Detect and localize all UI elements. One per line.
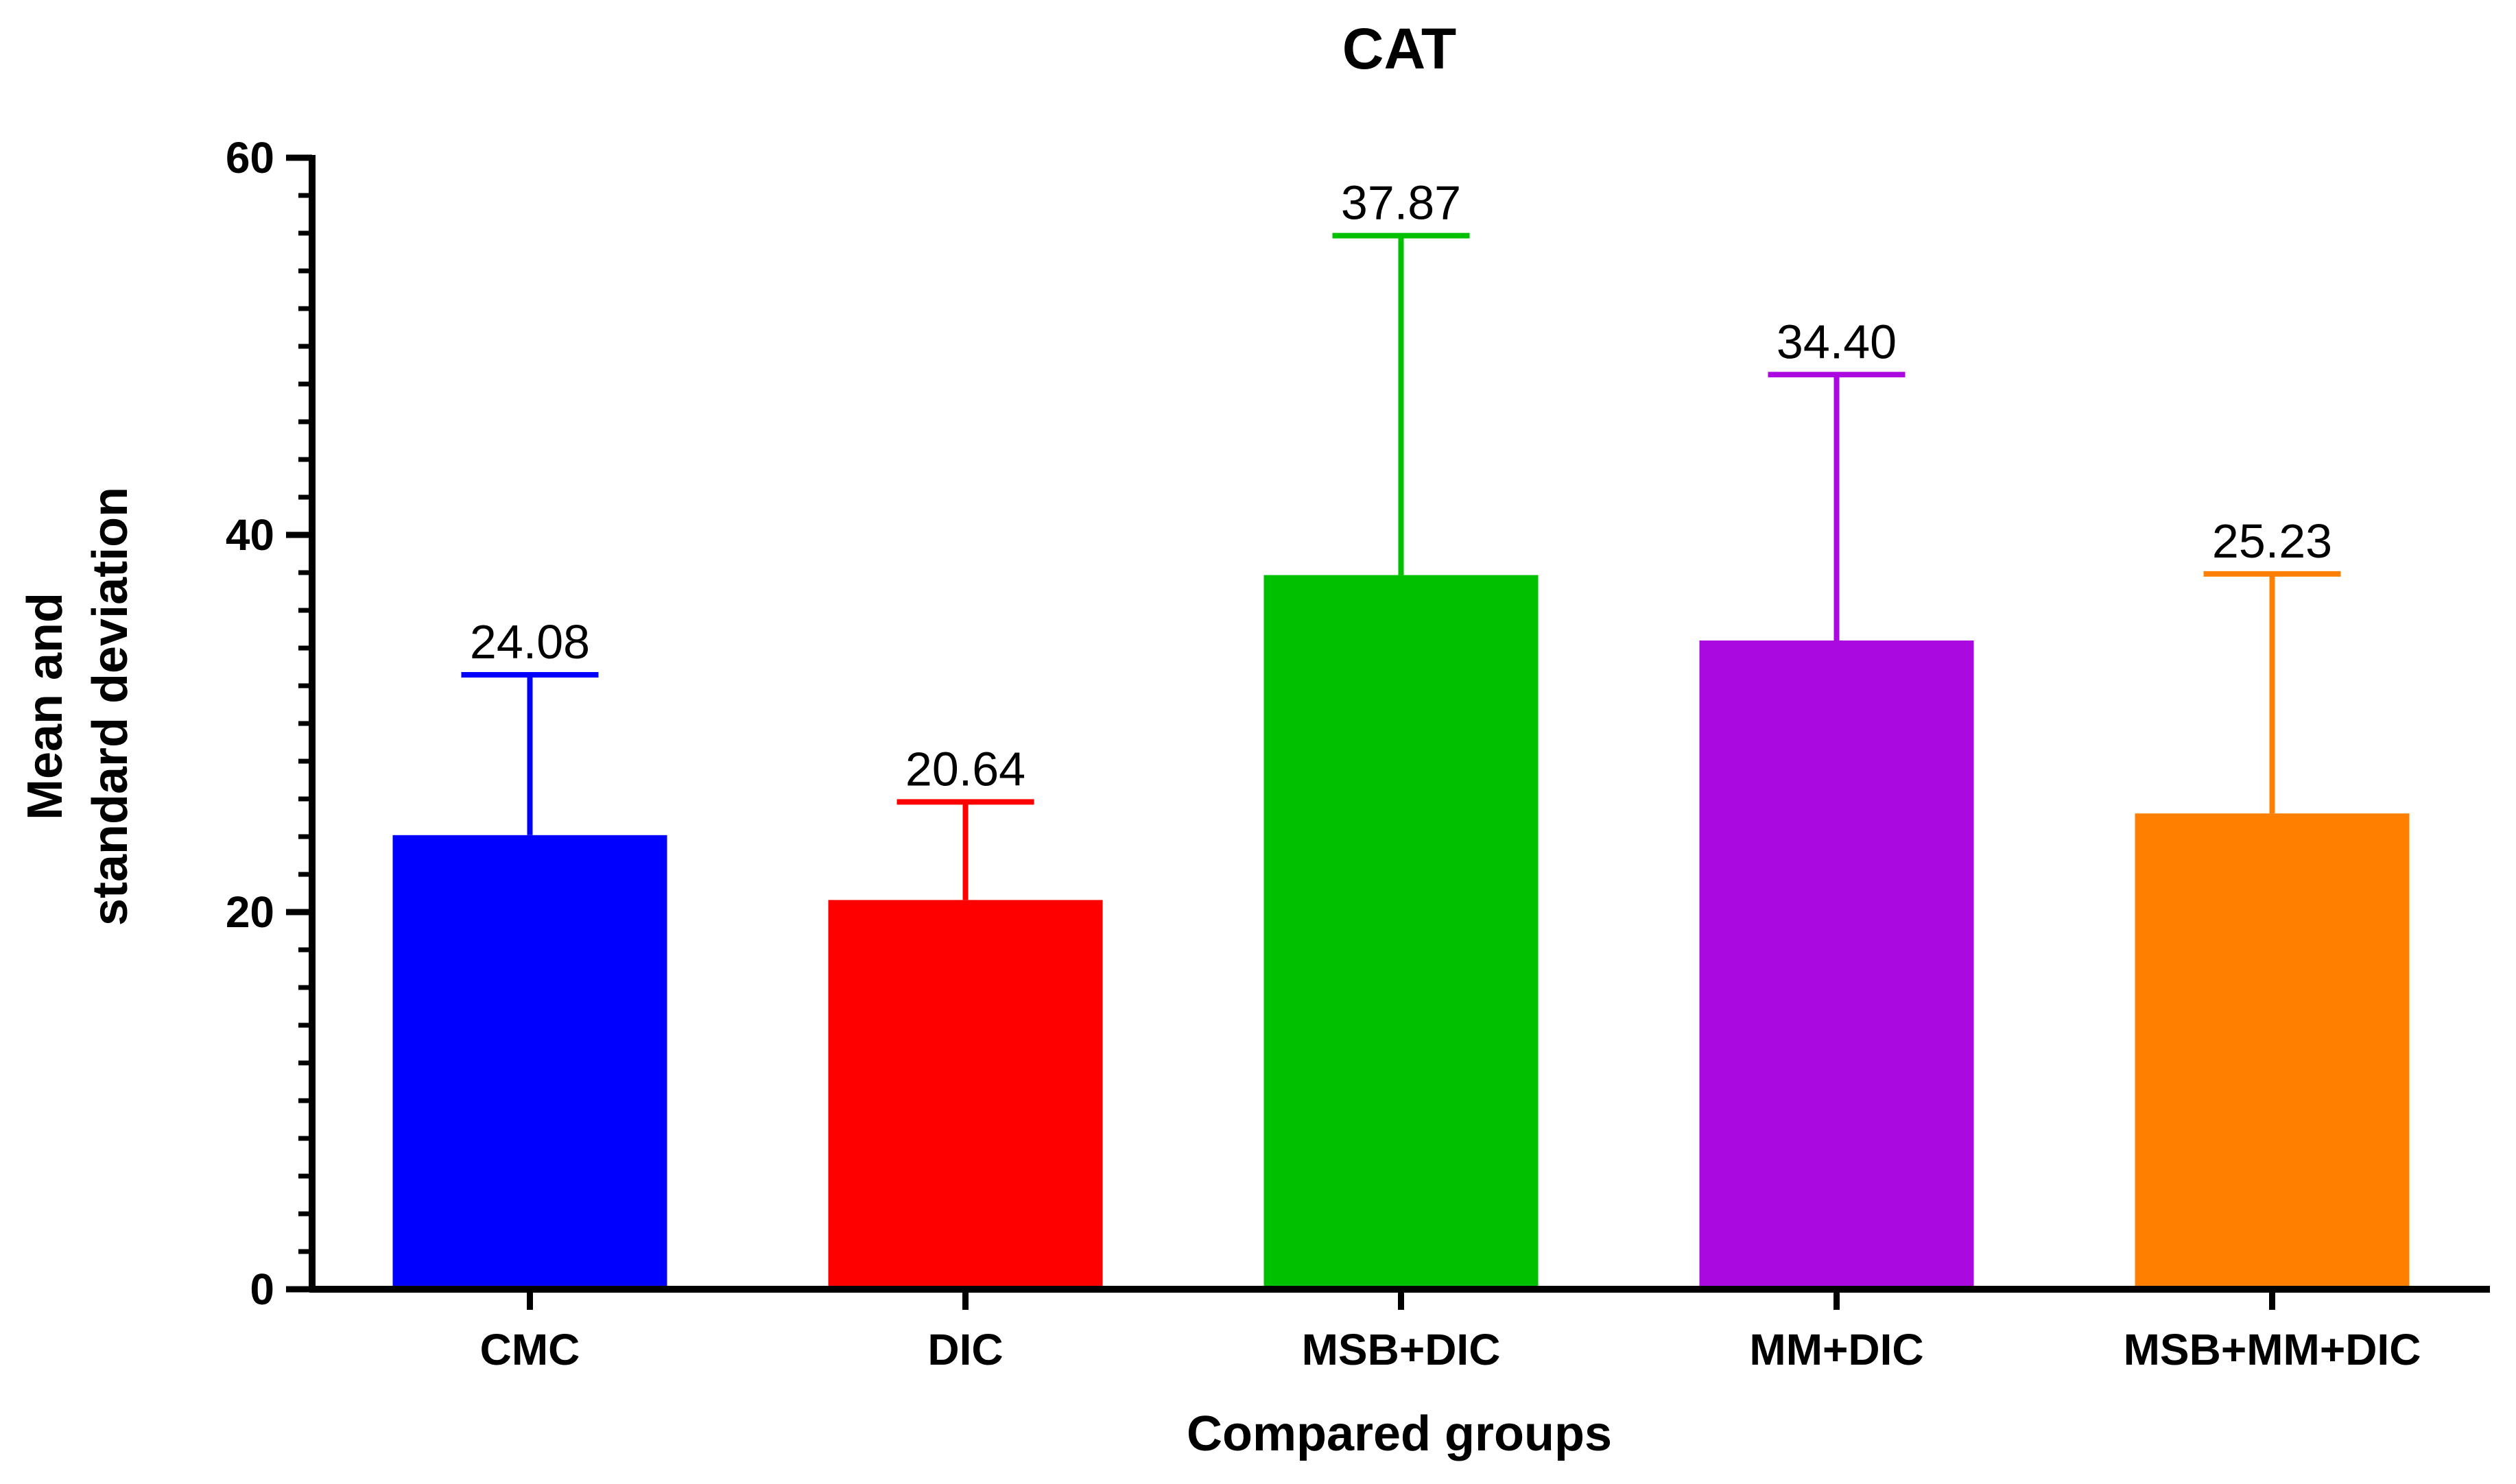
- x-axis-label: Compared groups: [1187, 1407, 1612, 1461]
- x-tick-label-dic: DIC: [927, 1325, 1003, 1374]
- data-label-mm-dic: 34.40: [1777, 315, 1897, 368]
- x-tick-label-cmc: CMC: [480, 1325, 580, 1374]
- x-tick-label-msb-dic: MSB+DIC: [1302, 1325, 1501, 1374]
- bar-mm-dic: [1699, 641, 1974, 1289]
- data-label-msb-mm-dic: 25.23: [2212, 514, 2332, 568]
- x-tick-label-mm-dic: MM+DIC: [1749, 1325, 1923, 1374]
- bar-msb-mm-dic: [2135, 813, 2410, 1289]
- y-tick-label-60: 60: [226, 133, 274, 182]
- bar-msb-dic: [1263, 575, 1539, 1290]
- bar-cmc: [392, 835, 667, 1289]
- y-tick-label-40: 40: [226, 510, 274, 560]
- data-label-cmc: 24.08: [470, 615, 590, 669]
- data-labels-group: 24.08 20.64 37.87 34.40 25.23: [470, 176, 2332, 796]
- y-ticks-group: 0 20 40 60: [226, 133, 312, 1314]
- y-axis-label: Mean and standard deviation: [18, 487, 138, 926]
- chart-title: CAT: [1342, 16, 1456, 81]
- y-tick-label-0: 0: [250, 1265, 274, 1314]
- x-tick-label-msb-mm-dic: MSB+MM+DIC: [2124, 1325, 2421, 1374]
- y-tick-label-20: 20: [226, 887, 274, 937]
- data-label-msb-dic: 37.87: [1341, 176, 1461, 230]
- y-axis-label-line-2: standard deviation: [83, 487, 138, 926]
- data-label-dic: 20.64: [905, 742, 1025, 795]
- bar-dic: [828, 900, 1103, 1289]
- x-ticks-group: CMC DIC MSB+DIC MM+DIC MSB+MM+DIC: [480, 1289, 2421, 1374]
- error-bars-group: [461, 232, 2341, 900]
- y-axis-label-line-1: Mean and: [18, 593, 73, 820]
- bars-group: [392, 575, 2410, 1290]
